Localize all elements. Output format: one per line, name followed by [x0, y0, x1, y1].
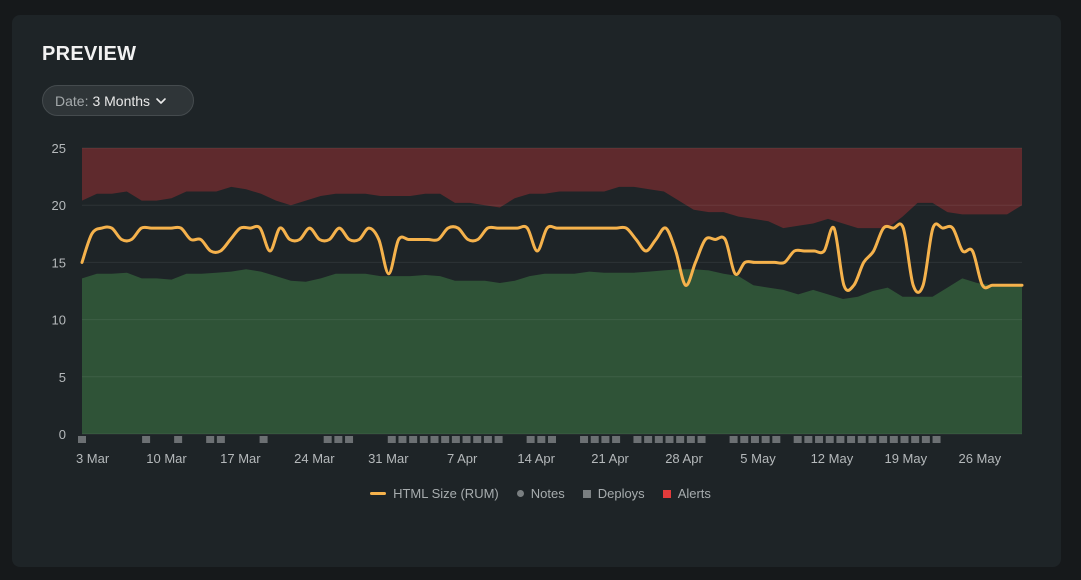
y-tick-label: 10 — [52, 313, 66, 328]
legend-item-html-size[interactable]: HTML Size (RUM) — [370, 486, 499, 501]
deploy-marker — [932, 436, 941, 443]
deploy-marker — [847, 436, 856, 443]
legend-label: Deploys — [597, 486, 645, 501]
deploy-marker — [430, 436, 439, 443]
line-swatch-icon — [370, 492, 387, 495]
x-tick-label: 28 Apr — [665, 451, 703, 466]
deploy-marker — [697, 436, 706, 443]
date-range-dropdown[interactable]: Date: 3 Months — [42, 85, 194, 116]
deploy-marker — [793, 436, 802, 443]
deploy-marker — [729, 436, 738, 443]
deploy-marker — [548, 436, 556, 443]
deploy-marker — [612, 436, 621, 443]
deploy-marker — [815, 436, 824, 443]
deploy-marker — [216, 436, 225, 443]
chevron-down-icon — [156, 97, 166, 104]
dot-swatch-icon — [516, 490, 524, 497]
deploy-marker — [911, 436, 920, 443]
normal-range-band — [82, 269, 1022, 434]
y-tick-label: 20 — [52, 198, 66, 213]
deploy-marker — [473, 436, 482, 443]
deploy-marker — [686, 436, 695, 443]
square-swatch-icon — [582, 489, 591, 498]
deploy-marker — [750, 436, 759, 443]
deploy-marker — [825, 436, 834, 443]
x-tick-label: 26 May — [958, 451, 1001, 466]
deploy-marker — [451, 436, 460, 443]
y-tick-label: 25 — [52, 141, 66, 156]
deploy-marker — [78, 436, 86, 443]
y-tick-label: 15 — [52, 255, 66, 270]
deploy-marker — [462, 436, 471, 443]
x-tick-label: 3 Mar — [76, 451, 110, 466]
legend-label: HTML Size (RUM) — [393, 486, 499, 501]
deploy-marker — [441, 436, 450, 443]
deploy-marker — [494, 436, 503, 443]
x-tick-label: 24 Mar — [294, 451, 335, 466]
deploy-marker — [142, 436, 151, 443]
deploy-marker — [868, 436, 877, 443]
deploy-marker — [398, 436, 407, 443]
x-tick-label: 10 Mar — [146, 451, 187, 466]
y-tick-label: 0 — [59, 427, 66, 442]
deploy-marker — [334, 436, 343, 443]
deploy-marker — [174, 436, 183, 443]
deploy-marker — [323, 436, 332, 443]
x-tick-label: 5 May — [740, 451, 776, 466]
deploy-marker — [601, 436, 610, 443]
x-tick-label: 19 May — [884, 451, 927, 466]
deploy-marker — [900, 436, 909, 443]
deploy-marker — [857, 436, 866, 443]
date-filter-label: Date: — [55, 92, 89, 109]
deploy-marker — [772, 436, 781, 443]
deploy-marker — [419, 436, 428, 443]
deploy-marker — [483, 436, 492, 443]
page-title: PREVIEW — [42, 43, 137, 65]
legend-label: Notes — [530, 486, 565, 501]
deploy-marker — [889, 436, 898, 443]
x-tick-label: 31 Mar — [368, 451, 409, 466]
deploy-marker — [590, 436, 599, 443]
deploy-marker — [409, 436, 418, 443]
deploy-marker — [665, 436, 674, 443]
deploy-marker — [644, 436, 653, 443]
x-tick-label: 12 May — [811, 451, 854, 466]
series-line-html-size[interactable] — [80, 222, 1024, 294]
deploy-marker — [879, 436, 888, 443]
deploy-marker — [387, 436, 396, 443]
deploy-marker — [654, 436, 663, 443]
x-tick-label: 21 Apr — [591, 451, 629, 466]
alert-threshold-band — [82, 148, 1022, 229]
legend-item-notes[interactable]: Notes — [516, 486, 565, 501]
deploy-marker — [206, 436, 215, 443]
legend-label: Alerts — [677, 486, 711, 501]
date-filter-value: 3 Months — [92, 92, 151, 109]
deploy-marker — [921, 436, 930, 443]
deploy-marker — [804, 436, 813, 443]
deploy-marker — [676, 436, 685, 443]
deploy-marker — [740, 436, 749, 443]
deploy-marker — [259, 436, 268, 443]
deploy-marker — [633, 436, 642, 443]
x-tick-label: 14 Apr — [517, 451, 555, 466]
deploy-marker — [836, 436, 845, 443]
square-swatch-icon — [662, 489, 671, 498]
chart-legend: HTML Size (RUM) Notes Deploys Alerts — [0, 486, 1081, 501]
y-tick-label: 5 — [59, 370, 66, 385]
deploy-marker — [345, 436, 354, 443]
deploy-marker — [580, 436, 589, 443]
deploy-marker — [761, 436, 770, 443]
deploy-marker — [537, 436, 546, 443]
legend-item-deploys[interactable]: Deploys — [582, 486, 645, 501]
x-tick-label: 7 Apr — [447, 451, 478, 466]
deploy-marker — [526, 436, 535, 443]
legend-item-alerts[interactable]: Alerts — [662, 486, 711, 501]
x-tick-label: 17 Mar — [220, 451, 261, 466]
